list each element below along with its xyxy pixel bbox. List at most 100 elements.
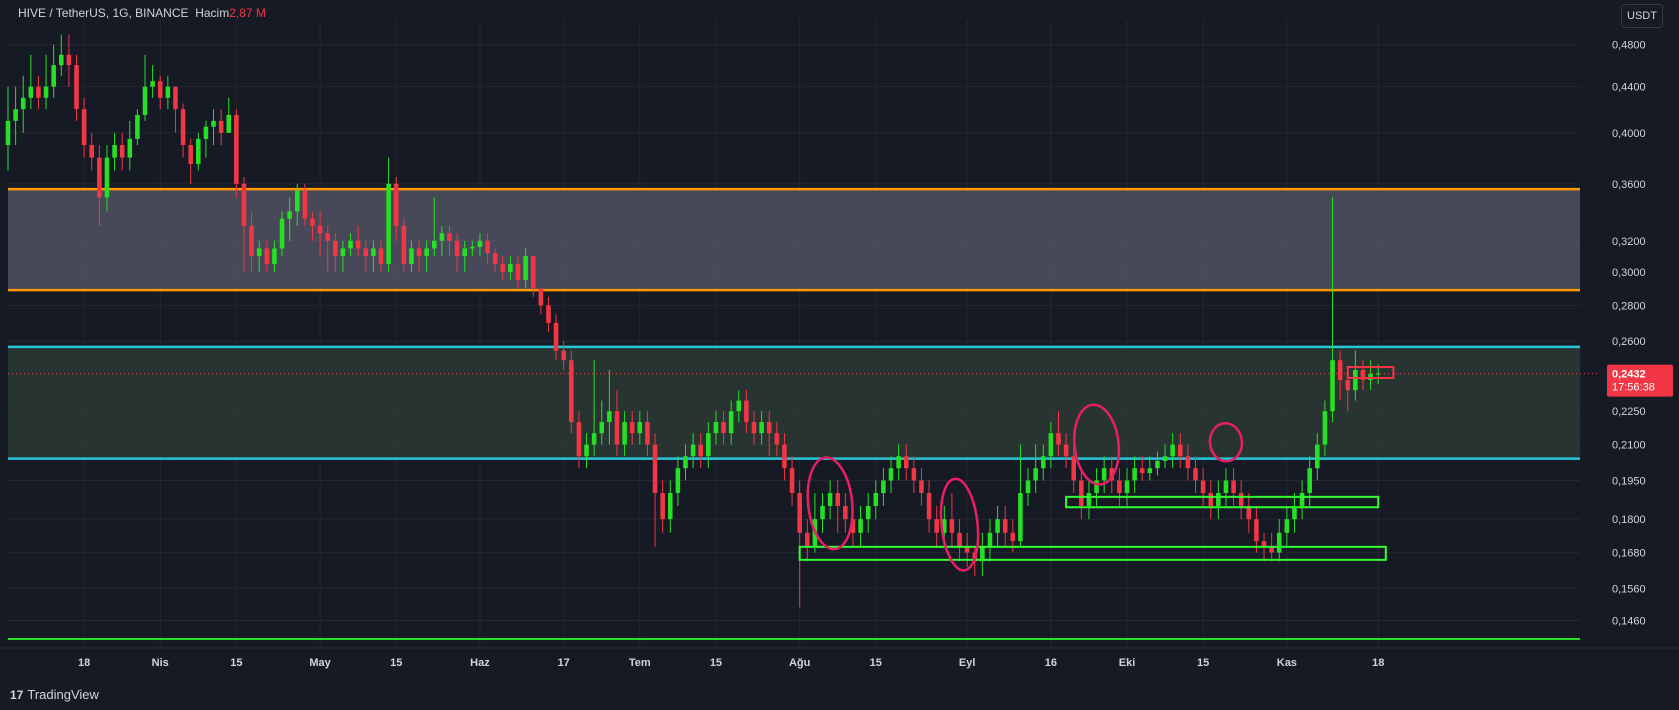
price-tick-label: 0,3000 bbox=[1612, 267, 1646, 279]
price-tick-label: 0,2800 bbox=[1612, 300, 1646, 312]
candle-body bbox=[591, 433, 597, 445]
candle-body bbox=[1124, 480, 1130, 494]
markup-circle bbox=[1073, 403, 1121, 486]
candle-body bbox=[1231, 480, 1236, 494]
candle-body bbox=[1353, 369, 1358, 391]
candle-body bbox=[1360, 369, 1366, 380]
candle-body bbox=[1109, 468, 1115, 481]
price-tick-label: 0,4400 bbox=[1612, 82, 1646, 94]
symbol-header: HIVE / TetherUS, 1G, BINANCE Hacim2,87 M bbox=[18, 6, 266, 20]
candle-body bbox=[302, 190, 308, 219]
candle-body bbox=[645, 422, 650, 445]
candle-body bbox=[180, 109, 186, 146]
candle-body bbox=[1185, 456, 1191, 469]
candle-body bbox=[165, 86, 171, 98]
candle-body bbox=[713, 422, 719, 434]
candle-body bbox=[1276, 532, 1282, 553]
candle-body bbox=[1170, 444, 1175, 457]
candle-body bbox=[1018, 493, 1023, 542]
candle-body bbox=[774, 433, 780, 445]
tradingview-logo-icon: 17 bbox=[10, 687, 24, 702]
price-tag-box bbox=[1607, 364, 1673, 397]
time-tick-label: 15 bbox=[1197, 657, 1209, 669]
candle-body bbox=[1162, 456, 1168, 461]
candle-body bbox=[995, 519, 1000, 533]
candle-body bbox=[515, 263, 521, 281]
candle-body bbox=[135, 114, 140, 139]
currency-unit-button[interactable]: USDT bbox=[1621, 4, 1663, 28]
candles bbox=[5, 34, 1381, 608]
candle-body bbox=[919, 480, 924, 494]
candle-body bbox=[119, 145, 125, 158]
candle-body bbox=[858, 519, 863, 533]
candle-body bbox=[964, 546, 970, 553]
candle-body bbox=[1330, 360, 1335, 412]
candle-body bbox=[1071, 456, 1076, 481]
price-tick-label: 0,4800 bbox=[1612, 40, 1646, 52]
price-tick-label: 0,2600 bbox=[1612, 336, 1646, 348]
candle-body bbox=[1208, 493, 1214, 506]
candle-body bbox=[462, 248, 468, 257]
time-tick-label: Nis bbox=[152, 657, 169, 669]
candle-body bbox=[1117, 480, 1122, 494]
candle-body bbox=[736, 400, 742, 412]
candle-body bbox=[599, 422, 605, 434]
time-tick-label: 18 bbox=[1372, 657, 1384, 669]
candle-body bbox=[789, 468, 795, 494]
candle-body bbox=[401, 225, 407, 264]
price-tick-label: 0,2100 bbox=[1612, 440, 1646, 452]
candle-body bbox=[728, 411, 734, 434]
symbol-title: HIVE / TetherUS, 1G, BINANCE bbox=[18, 6, 189, 20]
candle-body bbox=[317, 225, 323, 234]
price-axis[interactable]: 0,4800 0,4400 0,4000 0,3600 0,3200 0,3000 0,28… bbox=[1612, 40, 1646, 628]
candle-body bbox=[393, 183, 399, 226]
candle-body bbox=[926, 493, 932, 520]
candle-body bbox=[89, 145, 95, 158]
candle-body bbox=[287, 211, 292, 219]
candle-body bbox=[203, 126, 209, 139]
candle-body bbox=[1139, 468, 1145, 474]
candle-body bbox=[470, 246, 475, 249]
candle-body bbox=[127, 138, 133, 158]
price-tick-label: 0,4000 bbox=[1612, 128, 1646, 140]
candle-body bbox=[1079, 480, 1084, 506]
candle-body bbox=[256, 248, 262, 257]
candle-body bbox=[903, 456, 909, 469]
candle-body bbox=[310, 218, 315, 226]
zones bbox=[8, 189, 1580, 459]
time-tick-label: 17 bbox=[558, 657, 570, 669]
candle-body bbox=[622, 422, 627, 445]
candle-body bbox=[363, 248, 369, 257]
candle-body bbox=[196, 138, 201, 165]
candle-body bbox=[386, 183, 391, 264]
candle-body bbox=[333, 240, 338, 257]
candle-body bbox=[1315, 444, 1320, 469]
candle-body bbox=[416, 248, 422, 257]
candle-body bbox=[706, 433, 711, 457]
candle-body bbox=[1375, 373, 1381, 375]
candle-body bbox=[1254, 519, 1259, 542]
candle-body bbox=[698, 444, 703, 457]
time-axis[interactable]: 18 Nis 15 May 15 Haz 17 Tem 15 Ağu 15 Eyl 16 Eki 15 Kas… bbox=[78, 657, 1384, 669]
candle-body bbox=[957, 532, 962, 547]
candle-body bbox=[142, 86, 148, 115]
candle-body bbox=[766, 422, 772, 434]
candle-body bbox=[81, 109, 87, 146]
candle-body bbox=[561, 350, 566, 361]
current-price-box bbox=[1346, 366, 1395, 379]
time-tick-label: 15 bbox=[390, 657, 402, 669]
tradingview-branding[interactable]: 17 TradingView bbox=[10, 687, 99, 702]
price-tick-label: 0,1950 bbox=[1612, 475, 1646, 487]
candle-body bbox=[1307, 468, 1312, 494]
candle-body bbox=[827, 493, 833, 506]
candle-body bbox=[1345, 379, 1351, 391]
candle-body bbox=[553, 322, 559, 351]
candle-body bbox=[1063, 444, 1069, 457]
candle-body bbox=[980, 546, 985, 562]
candle-body bbox=[66, 54, 72, 66]
candle-body bbox=[1056, 433, 1061, 445]
candle-body bbox=[348, 240, 353, 249]
candle-body bbox=[721, 422, 726, 434]
candle-body bbox=[744, 400, 749, 423]
